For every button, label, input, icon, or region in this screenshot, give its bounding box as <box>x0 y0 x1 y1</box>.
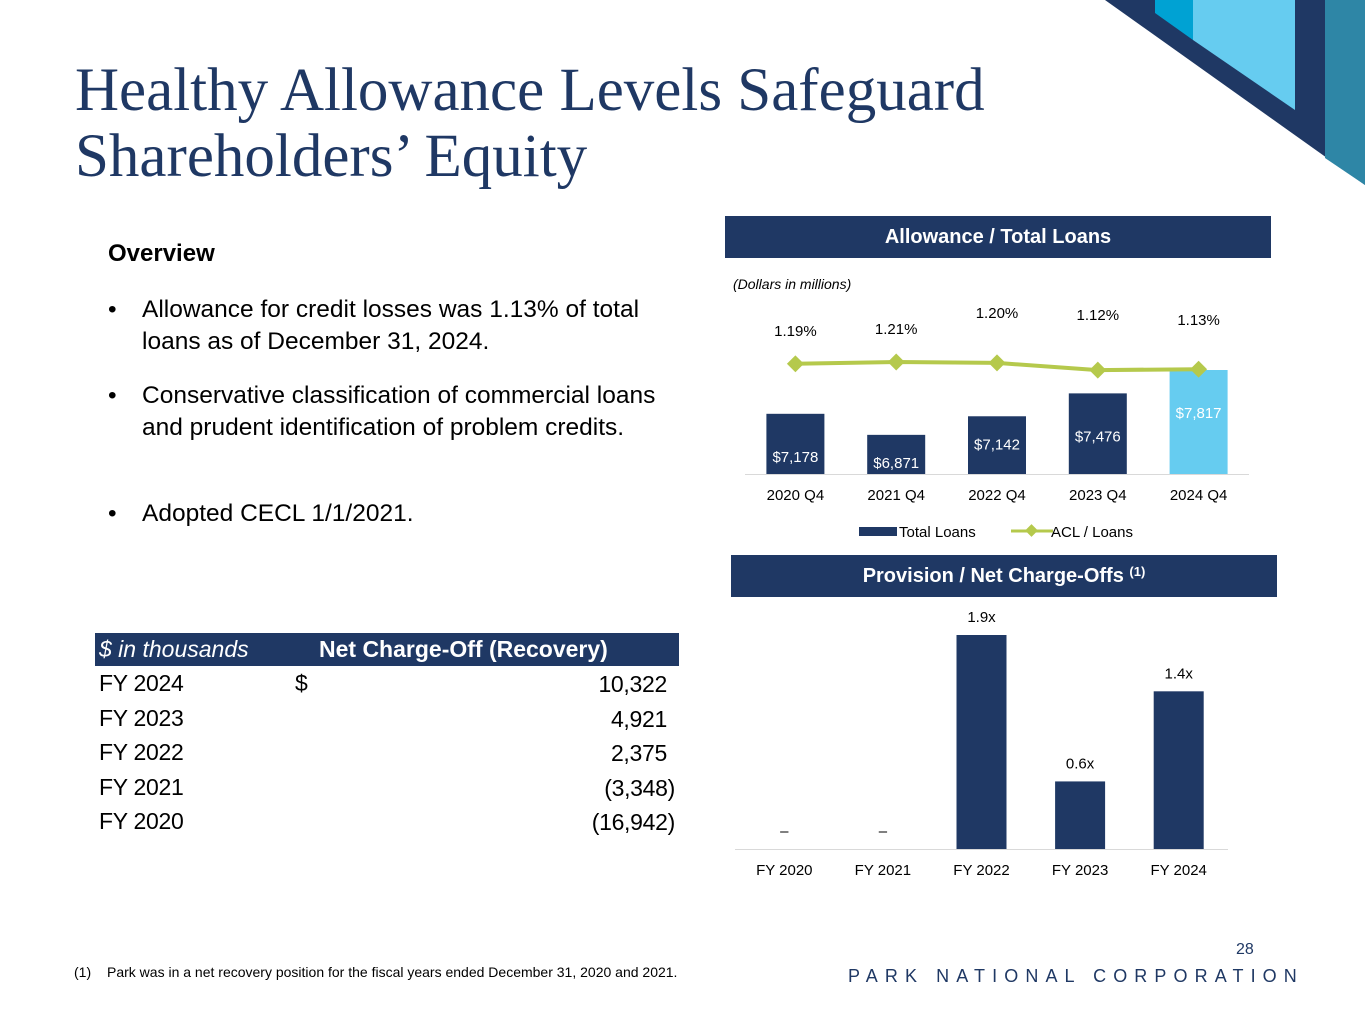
x-tick-label: FY 2020 <box>756 862 812 879</box>
row-value: (16,942) <box>591 809 676 835</box>
x-tick-label: 2020 Q4 <box>767 487 825 504</box>
legend-label-acl: ACL / Loans <box>1051 524 1133 541</box>
table-row: FY 2020 (16,942) <box>95 804 679 839</box>
table-header-title: Net Charge-Off (Recovery) <box>319 636 608 662</box>
company-name: PARK NATIONAL CORPORATION <box>848 966 1304 986</box>
bar-value-label: 0.6x <box>1066 755 1095 772</box>
bar-total-loans <box>968 416 1026 474</box>
row-year: FY 2022 <box>99 739 184 765</box>
footnote-text: Park was in a net recovery position for … <box>107 964 678 980</box>
legend-label-total-loans: Total Loans <box>899 524 976 541</box>
row-year: FY 2024 <box>99 670 184 696</box>
row-year: FY 2020 <box>99 808 184 834</box>
row-year: FY 2021 <box>99 773 184 800</box>
row-value: (3,348) <box>604 774 675 801</box>
table-row: FY 2022 2,375 <box>95 735 679 770</box>
bar-value-label: $6,871 <box>873 455 919 472</box>
x-tick-label: FY 2022 <box>953 862 1009 879</box>
legend-marker-acl <box>1025 524 1038 537</box>
x-tick-label: FY 2023 <box>1052 862 1108 879</box>
x-tick-label: 2022 Q4 <box>968 487 1026 504</box>
table-unit-label: $ in thousands <box>99 636 249 662</box>
line-value-label: 1.19% <box>774 323 817 340</box>
x-tick-label: FY 2021 <box>855 862 911 879</box>
row-currency: $ <box>295 670 308 696</box>
bullet-text: Adopted CECL 1/1/2021. <box>142 500 414 527</box>
bar-value-label: $7,142 <box>974 436 1020 453</box>
x-tick-label: 2024 Q4 <box>1170 487 1228 504</box>
footnote-number: (1) <box>74 964 92 980</box>
overview-bullet: • Allowance for credit losses was 1.13% o… <box>108 294 668 358</box>
bar-value-label: $7,178 <box>772 449 818 466</box>
line-value-label: 1.20% <box>976 305 1019 322</box>
line-marker <box>786 355 804 373</box>
provision-chart-footnote-ref: (1) <box>1129 564 1146 579</box>
row-value: 10,322 <box>598 671 667 697</box>
bar-value-label: – <box>780 823 789 840</box>
line-value-label: 1.21% <box>875 321 918 338</box>
bullet-text: Allowance for credit losses was 1.13% of… <box>142 296 640 355</box>
table-row: FY 2021 (3,348) <box>95 770 679 805</box>
bullet-symbol: • <box>108 500 117 527</box>
corner-stripe-cyan <box>1155 0 1193 40</box>
x-tick-label: 2023 Q4 <box>1069 487 1127 504</box>
bar-total-loans <box>766 413 825 474</box>
allowance-chart: $7,178 2020 Q4 1.19% $6,871 2021 Q4 1.21% $7,1… <box>745 305 1249 541</box>
overview-bullet: • Conservative classification of commerci… <box>108 380 668 444</box>
line-marker <box>1190 360 1208 378</box>
x-tick-label: 2021 Q4 <box>867 487 925 504</box>
table-row: FY 2023 4,921 <box>95 701 679 736</box>
bullet-symbol: • <box>108 296 117 323</box>
page-number: 28 <box>1236 941 1254 958</box>
bar-total-loans <box>1169 370 1228 474</box>
line-value-label: 1.12% <box>1077 307 1120 324</box>
bar-total-loans <box>867 434 926 474</box>
bar-value-label: $7,817 <box>1176 405 1222 422</box>
bullet-symbol: • <box>108 382 117 409</box>
row-year: FY 2023 <box>99 704 184 731</box>
row-value: 2,375 <box>610 740 667 766</box>
net-charge-off-table: $ in thousands Net Charge-Off (Recovery)… <box>95 633 679 839</box>
table-row: FY 2024 $10,322 <box>95 666 679 701</box>
line-marker <box>1089 361 1107 379</box>
legend-swatch-total-loans <box>859 527 897 536</box>
overview-bullet: • Adopted CECL 1/1/2021. <box>108 498 668 530</box>
provision-chart-header: Provision / Net Charge-Offs (1) <box>731 555 1277 597</box>
footnote: (1) Park was in a net recovery position f… <box>74 964 677 980</box>
bar-value-label: – <box>879 823 888 840</box>
bar-total-loans <box>1068 393 1127 474</box>
provision-chart: – FY 2020 – FY 2021 1.9x FY 2022 0.6x FY 2023 1.… <box>735 609 1228 879</box>
table-header: $ in thousands Net Charge-Off (Recovery) <box>95 633 679 666</box>
line-marker <box>988 354 1006 372</box>
page-title: Healthy Allowance Levels Safeguard Share… <box>75 57 985 190</box>
line-marker <box>887 353 905 371</box>
line-value-label: 1.13% <box>1177 312 1220 329</box>
overview-heading: Overview <box>108 240 215 267</box>
corner-stripe-navy <box>1105 0 1365 185</box>
allowance-chart-note: (Dollars in millions) <box>733 276 852 292</box>
bullet-text: Conservative classification of commercia… <box>142 382 656 441</box>
row-value: 4,921 <box>610 705 667 732</box>
provision-chart-title: Provision / Net Charge-Offs <box>862 565 1124 587</box>
bar-provision-ratio <box>1153 691 1204 849</box>
bar-value-label: $7,476 <box>1075 428 1121 445</box>
corner-stripe-teal <box>1325 0 1365 185</box>
corner-stripe-light <box>1193 0 1295 110</box>
bar-value-label: 1.9x <box>967 609 996 626</box>
corner-decoration <box>1105 0 1365 185</box>
bar-provision-ratio <box>1055 781 1106 849</box>
allowance-chart-header: Allowance / Total Loans <box>725 216 1271 258</box>
bar-value-label: 1.4x <box>1165 665 1194 682</box>
x-tick-label: FY 2024 <box>1150 862 1206 879</box>
bar-provision-ratio <box>956 635 1007 849</box>
